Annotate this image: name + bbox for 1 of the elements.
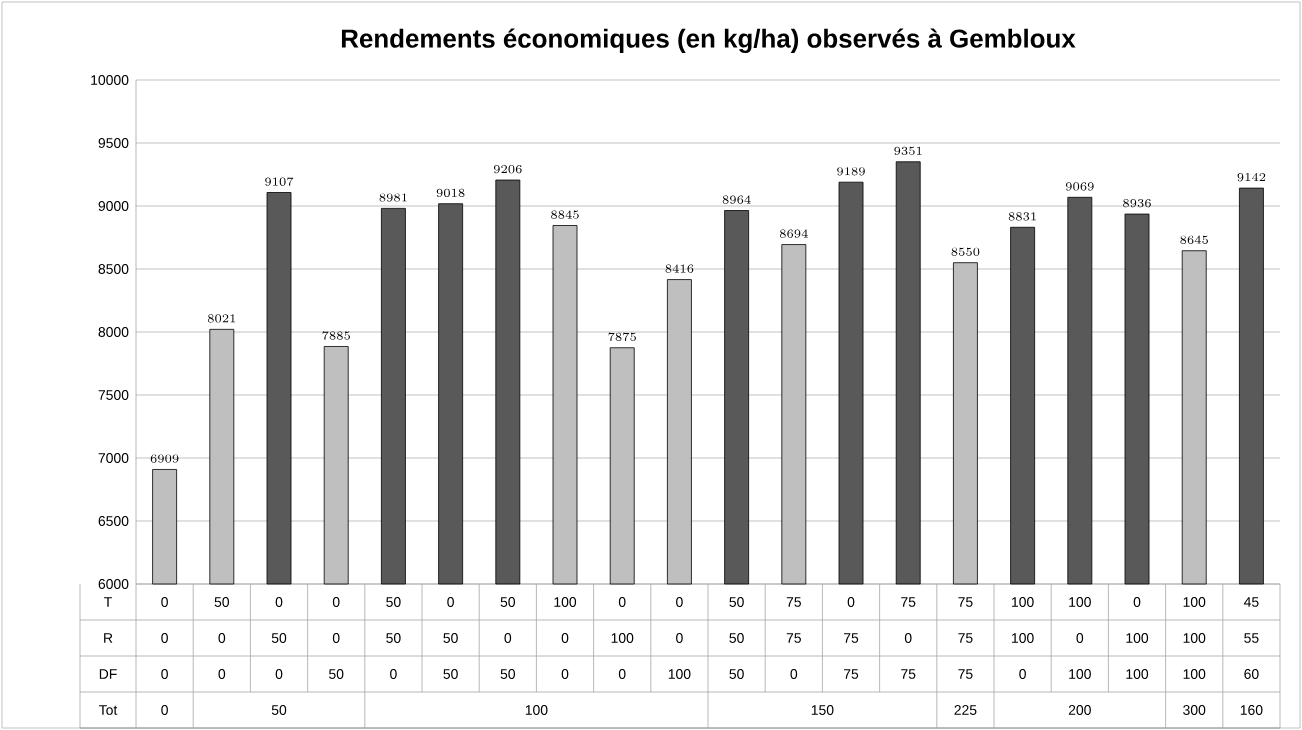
chart-title: Rendements économiques (en kg/ha) observés à Gembloux [341, 28, 1076, 54]
